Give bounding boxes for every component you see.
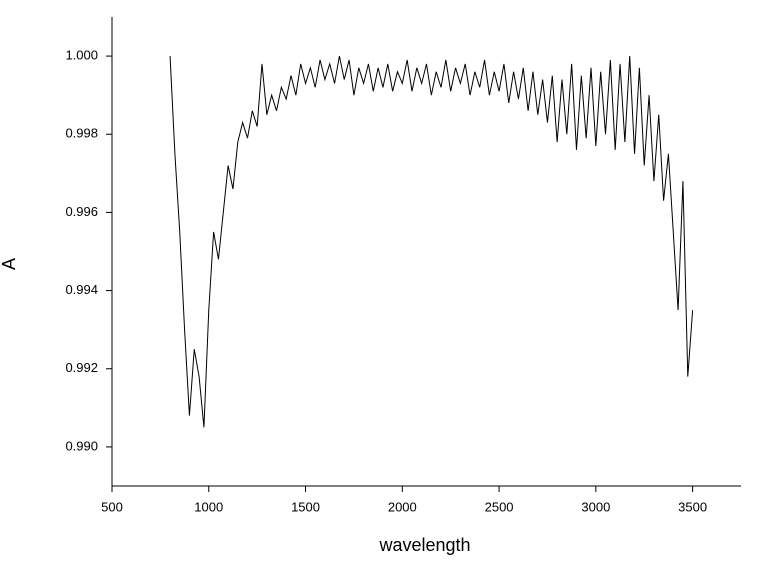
x-tick-label: 1500 [291, 499, 320, 514]
x-tick-label: 2500 [485, 499, 514, 514]
x-tick-label: 3000 [581, 499, 610, 514]
x-tick-label: 2000 [388, 499, 417, 514]
x-axis-label: wavelength [378, 535, 470, 555]
x-tick-label: 1000 [194, 499, 223, 514]
y-tick-label: 0.998 [65, 126, 98, 141]
y-tick-label: 0.994 [65, 282, 98, 297]
y-axis-label: A [0, 258, 19, 270]
x-tick-label: 3500 [678, 499, 707, 514]
y-tick-label: 0.990 [65, 438, 98, 453]
y-tick-label: 1.000 [65, 48, 98, 63]
y-tick-label: 0.992 [65, 360, 98, 375]
x-tick-label: 500 [101, 499, 123, 514]
data-line [169, 55, 694, 428]
y-tick-label: 0.996 [65, 204, 98, 219]
